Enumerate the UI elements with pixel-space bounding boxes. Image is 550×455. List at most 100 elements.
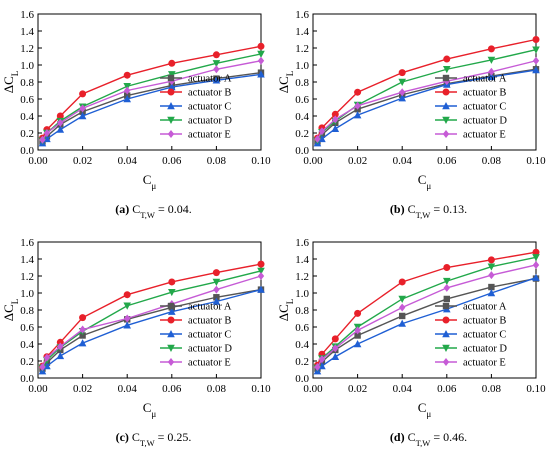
data-point <box>443 66 451 74</box>
data-point <box>168 288 176 297</box>
x-tick-label: 0.00 <box>303 155 323 167</box>
data-point <box>398 78 406 86</box>
y-tick-label: 1.2 <box>295 43 309 55</box>
x-tick-label: 0.08 <box>482 155 502 167</box>
y-axis-label: ΔCL <box>1 71 20 94</box>
series-line-5 <box>41 60 262 141</box>
legend-marker <box>167 116 175 124</box>
x-tick-label: 0.00 <box>28 155 48 167</box>
data-point <box>488 67 495 76</box>
x-axis-label-sub: μ <box>151 409 156 419</box>
data-point <box>487 256 495 264</box>
x-axis-label-main: C <box>143 400 152 415</box>
data-point <box>532 273 540 281</box>
legend-label: actuator B <box>463 316 506 327</box>
x-tick-label: 0.02 <box>348 383 367 395</box>
data-point <box>257 267 265 275</box>
data-point <box>213 285 220 294</box>
data-point <box>354 326 361 335</box>
x-axis-label: Cμ <box>418 400 432 419</box>
data-point <box>257 56 265 65</box>
y-tick-label: 1.2 <box>20 271 34 283</box>
x-tick-label: 0.08 <box>207 383 227 395</box>
y-axis-label-main: ΔC <box>276 76 291 93</box>
y-tick-label: 0.6 <box>295 94 309 106</box>
legend-label: actuator A <box>188 302 232 313</box>
legend-label: actuator A <box>188 74 232 85</box>
y-tick-label: 1.4 <box>295 26 309 38</box>
data-point <box>488 271 495 280</box>
legend-label: actuator D <box>188 116 232 127</box>
data-point <box>532 254 540 262</box>
legend-marker <box>167 102 175 110</box>
legend-label: actuator E <box>463 358 506 369</box>
legend-label: actuator E <box>463 130 506 141</box>
panel-caption: (d) CT,W = 0.46. <box>390 430 467 448</box>
x-axis-label: Cμ <box>418 172 432 191</box>
x-axis-label: Cμ <box>143 400 157 419</box>
data-point <box>399 303 406 312</box>
panel-caption-value: = 0.04. <box>155 202 192 216</box>
x-tick-label: 0.10 <box>526 155 546 167</box>
panel-caption-subscript: T,W <box>140 210 155 220</box>
y-tick-label: 0.2 <box>20 356 34 368</box>
legend-marker <box>167 302 175 310</box>
data-point <box>314 134 321 143</box>
x-tick-label: 0.10 <box>526 383 546 395</box>
data-point <box>354 332 361 339</box>
data-point <box>43 129 51 137</box>
legend-label: actuator C <box>188 330 231 341</box>
panel-caption-value: = 0.13. <box>430 202 467 216</box>
data-point <box>43 353 51 362</box>
series-line-3 <box>41 73 262 144</box>
data-point <box>443 283 450 292</box>
data-point <box>487 263 496 271</box>
data-point <box>79 332 86 339</box>
data-point <box>168 278 176 286</box>
x-tick-label: 0.08 <box>207 155 227 167</box>
data-point <box>79 325 86 334</box>
x-tick-label: 0.04 <box>393 383 413 395</box>
y-tick-label: 1.4 <box>20 254 34 266</box>
data-point <box>332 115 339 124</box>
legend-marker <box>442 344 450 352</box>
legend-marker <box>167 330 175 338</box>
y-tick-label: 1.6 <box>295 237 309 249</box>
legend-label: actuator B <box>188 88 231 99</box>
panel-caption-subscript: T,W <box>416 210 431 220</box>
data-point <box>399 88 406 97</box>
data-point <box>39 362 46 371</box>
panel-caption: (a) CT,W = 0.04. <box>115 202 192 220</box>
x-tick-label: 0.08 <box>482 383 502 395</box>
data-point <box>487 56 496 64</box>
x-tick-label: 0.06 <box>162 155 182 167</box>
legend-marker <box>442 88 450 96</box>
data-point <box>257 260 265 268</box>
panel-caption: (b) CT,W = 0.13. <box>390 202 467 220</box>
y-tick-label: 1.4 <box>20 26 34 38</box>
x-tick-label: 0.02 <box>73 383 92 395</box>
data-point <box>123 71 131 79</box>
series-line-3 <box>41 288 262 372</box>
data-point <box>331 335 339 343</box>
data-point <box>212 269 220 277</box>
x-tick-label: 0.10 <box>251 155 271 167</box>
series-line-5 <box>41 275 262 368</box>
data-point <box>257 50 265 58</box>
y-tick-label: 1.0 <box>295 60 309 72</box>
data-point <box>56 338 64 346</box>
x-tick-label: 0.06 <box>437 383 457 395</box>
data-point <box>331 110 339 118</box>
panel-caption-subscript: T,W <box>140 438 155 448</box>
data-point <box>532 36 540 43</box>
data-point <box>78 339 87 347</box>
y-axis-label-main: ΔC <box>276 304 291 321</box>
legend-marker <box>167 344 175 352</box>
legend-marker <box>442 302 450 310</box>
legend-label: actuator A <box>463 302 507 313</box>
data-point <box>78 112 87 120</box>
data-point <box>168 83 176 91</box>
data-point <box>79 314 87 322</box>
legend-label: actuator D <box>463 116 507 127</box>
y-tick-label: 0.4 <box>295 339 309 351</box>
